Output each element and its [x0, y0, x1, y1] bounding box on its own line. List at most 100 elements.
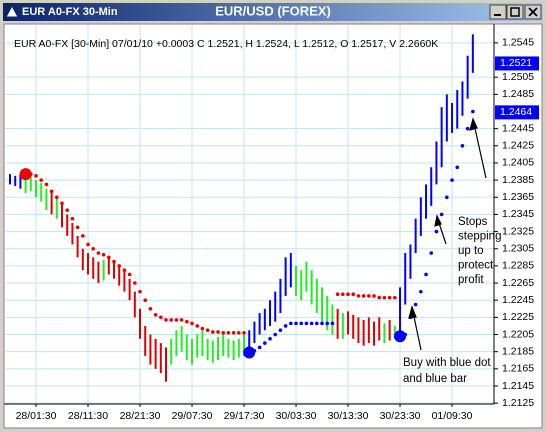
stop-dot — [39, 178, 44, 182]
stop-dot — [65, 208, 70, 212]
annotation: protect — [458, 260, 494, 272]
stop-dot — [138, 289, 142, 294]
stop-dot — [44, 182, 49, 187]
y-tick-label: 1.2405 — [502, 157, 534, 169]
stop-dot — [257, 345, 262, 350]
stop-dot — [304, 321, 309, 326]
stop-dot — [419, 289, 423, 294]
stop-dot — [356, 294, 361, 298]
stop-dot — [96, 251, 101, 255]
annotation: Stops — [458, 216, 488, 228]
stop-dot — [133, 281, 137, 285]
y-tick-label: 1.2145 — [502, 380, 534, 392]
annotation: profit — [458, 274, 484, 286]
stop-dot — [60, 201, 64, 206]
stop-dot — [91, 246, 96, 251]
stop-dot — [211, 330, 215, 334]
signal-dot — [19, 168, 32, 181]
x-tick-label: 29/07:30 — [172, 410, 213, 422]
stop-dot — [127, 272, 132, 277]
maximize-button[interactable] — [506, 4, 524, 20]
stop-dot — [377, 295, 382, 300]
stop-dot — [367, 294, 371, 298]
stop-dot — [465, 126, 470, 131]
stop-dot — [101, 252, 106, 257]
y-tick-label: 1.2125 — [502, 397, 534, 409]
stop-dot — [81, 234, 85, 238]
window-buttons — [489, 4, 542, 20]
stop-dot — [445, 195, 449, 200]
y-tick-label: 1.2205 — [502, 328, 534, 340]
price-marker — [495, 56, 539, 71]
stop-dot — [315, 321, 319, 326]
stop-dot — [450, 178, 454, 182]
y-tick-label: 1.2505 — [502, 71, 534, 83]
stop-dot — [159, 315, 163, 320]
stop-dot — [200, 326, 205, 331]
app-icon — [5, 4, 19, 18]
stop-dot — [299, 321, 304, 326]
minimize-button[interactable] — [489, 4, 507, 20]
arrow — [412, 311, 422, 351]
stop-dot — [185, 319, 189, 324]
y-tick-label: 1.2265 — [502, 277, 534, 289]
y-tick-label: 1.2445 — [502, 122, 534, 134]
stop-dot — [346, 292, 350, 297]
chart-title: EUR/USD (FOREX) — [215, 3, 331, 18]
stop-dot — [221, 331, 226, 335]
stop-dot — [153, 312, 158, 317]
stop-dot — [55, 195, 59, 200]
price-marker-label: 1.2464 — [500, 106, 532, 118]
x-tick-label: 28/11:30 — [68, 410, 108, 422]
stop-dot — [273, 332, 278, 337]
stop-dot — [294, 321, 298, 326]
y-tick-label: 1.2325 — [502, 225, 534, 237]
arrow-head — [408, 305, 417, 319]
price-marker-label: 1.2521 — [500, 57, 532, 69]
stop-dot — [424, 272, 428, 277]
y-tick-label: 1.2305 — [502, 243, 534, 255]
stop-dot — [471, 109, 475, 114]
y-tick-label: 1.2365 — [502, 191, 534, 203]
stop-dot — [455, 165, 460, 170]
stop-dot — [70, 216, 75, 221]
stop-dot — [242, 331, 246, 335]
stop-dot — [382, 295, 387, 300]
stop-dot — [278, 328, 283, 333]
annotation: stepping — [458, 231, 501, 243]
stop-dot — [320, 321, 324, 326]
stop-dot — [283, 324, 288, 328]
arrow — [473, 123, 487, 179]
close-icon — [528, 7, 538, 17]
stop-dot — [86, 242, 90, 247]
stop-dot — [289, 321, 293, 326]
x-tick-label: 30/13:30 — [328, 410, 369, 422]
price-marker — [495, 105, 539, 120]
stop-dot — [190, 321, 194, 326]
stop-dot — [195, 324, 200, 328]
stop-dot — [325, 321, 330, 326]
annotation: and blue bar — [403, 373, 467, 385]
stop-dot — [309, 321, 314, 326]
y-tick-label: 1.2225 — [502, 311, 534, 323]
stop-dot — [330, 321, 335, 326]
arrow-head — [434, 214, 442, 227]
stop-dot — [112, 259, 116, 264]
arrow-head — [469, 117, 478, 131]
stop-dot — [361, 294, 366, 298]
stop-dot — [148, 306, 153, 311]
stop-dot — [169, 318, 174, 322]
stop-dot — [205, 328, 210, 333]
stop-dot — [179, 318, 184, 322]
x-tick-label: 28/21:30 — [120, 410, 161, 422]
stop-dot — [387, 295, 392, 300]
stop-dot — [107, 255, 111, 260]
y-tick-label: 1.2165 — [502, 363, 534, 375]
x-tick-label: 01/09:30 — [432, 410, 473, 422]
stop-dot — [460, 144, 465, 148]
stop-dot — [372, 294, 376, 298]
x-tick-label: 29/17:30 — [224, 410, 265, 422]
maximize-icon — [510, 7, 520, 17]
y-tick-label: 1.2185 — [502, 345, 534, 357]
